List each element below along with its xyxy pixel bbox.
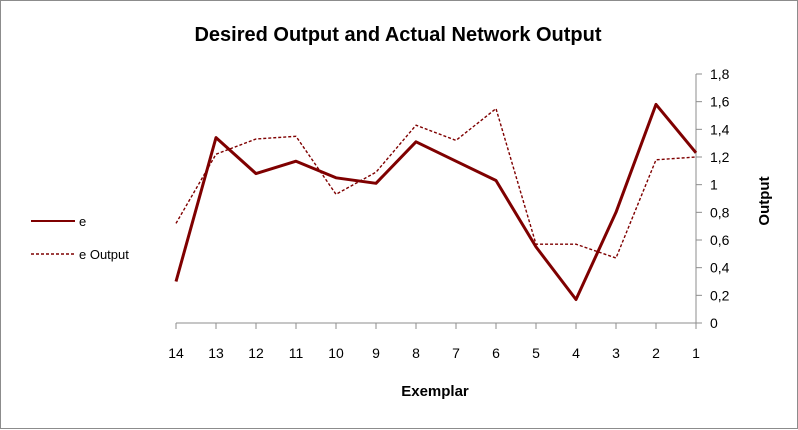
y-axis-title: Output (756, 176, 773, 225)
legend-label: e (79, 214, 86, 229)
y-tick-label: 0,2 (710, 287, 730, 303)
y-tick-label: 1,6 (710, 94, 730, 110)
series-layer (174, 102, 698, 301)
axes (175, 73, 702, 329)
y-tick-labels: 0 0,2 0,4 0,6 0,8 1 1,2 1,4 1,6 1,8 (710, 66, 730, 331)
y-tick-label: 1 (710, 177, 718, 193)
x-tick-label: 6 (492, 345, 500, 361)
legend: e e Output (31, 214, 129, 262)
x-tick-label: 3 (612, 345, 620, 361)
y-tick-label: 0,8 (710, 204, 730, 220)
legend-label: e Output (79, 247, 129, 262)
x-tick-label: 7 (452, 345, 460, 361)
x-tick-label: 13 (208, 345, 224, 361)
y-tick-label: 0,4 (710, 260, 730, 276)
x-axis-title: Exemplar (401, 383, 469, 400)
series-line-2 (175, 107, 697, 259)
y-tick-label: 0 (710, 315, 718, 331)
x-tick-label: 10 (328, 345, 344, 361)
y-tick-label: 0,6 (710, 232, 730, 248)
x-tick-label: 2 (652, 345, 660, 361)
x-tick-label: 4 (572, 345, 580, 361)
x-tick-labels: 14 13 12 11 10 9 8 7 6 5 4 3 2 1 (168, 345, 700, 361)
x-tick-label: 1 (692, 345, 700, 361)
x-tick-label: 9 (372, 345, 380, 361)
x-tick-label: 14 (168, 345, 184, 361)
y-tick-label: 1,8 (710, 66, 730, 82)
y-tick-label: 1,2 (710, 149, 730, 165)
x-tick-label: 11 (289, 345, 304, 361)
series-line-1 (174, 102, 698, 301)
x-tick-label: 8 (412, 345, 420, 361)
y-tick-label: 1,4 (710, 121, 730, 137)
x-tick-label: 12 (248, 345, 264, 361)
chart-title: Desired Output and Actual Network Output (194, 24, 601, 46)
x-tick-label: 5 (532, 345, 540, 361)
